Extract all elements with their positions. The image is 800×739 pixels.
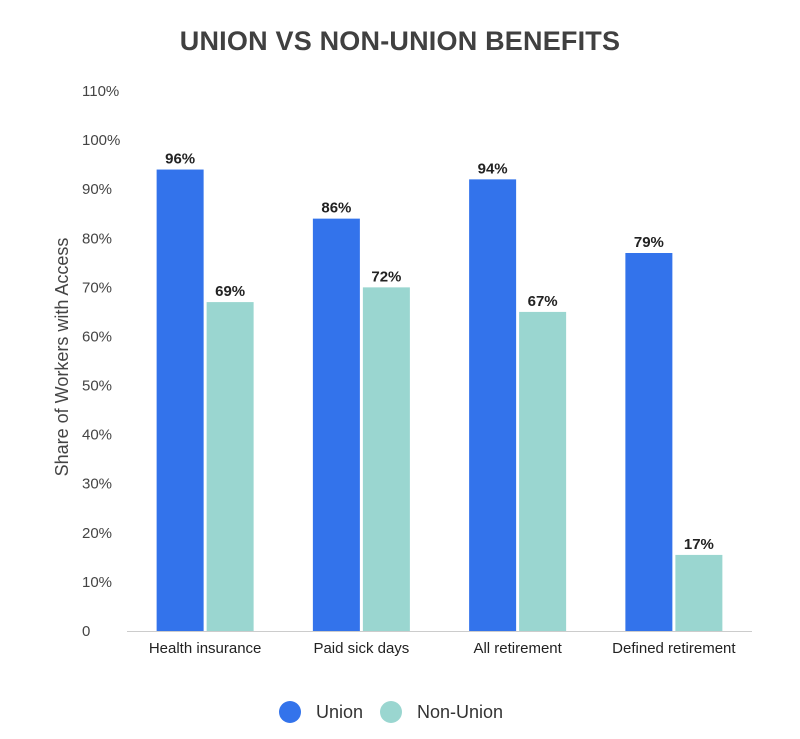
- y-tick-label: 0: [82, 623, 90, 640]
- bar-union: [156, 169, 204, 631]
- data-label: 67%: [528, 293, 558, 310]
- legend-swatch: [279, 701, 301, 723]
- bar-non-union: [675, 554, 723, 631]
- y-axis-ticks: 0 10% 20% 30% 40% 50% 60% 70% 80% 90% 100% 110%: [82, 83, 120, 640]
- x-tick-label: Health insurance: [149, 640, 262, 657]
- legend-label: Union: [316, 702, 363, 722]
- x-tick-label: Defined retirement: [612, 640, 736, 657]
- bar-union: [312, 218, 360, 632]
- bar-non-union: [519, 311, 567, 631]
- y-tick-label: 60%: [82, 328, 112, 345]
- data-label: 72%: [371, 268, 401, 285]
- legend: Union Non-Union: [279, 701, 503, 723]
- y-axis-label: Share of Workers with Access: [52, 238, 72, 477]
- y-tick-label: 100%: [82, 132, 120, 149]
- data-label: 79%: [634, 234, 664, 251]
- y-tick-label: 40%: [82, 427, 112, 444]
- y-tick-label: 30%: [82, 476, 112, 493]
- data-label: 17%: [684, 536, 714, 553]
- legend-swatch: [380, 701, 402, 723]
- y-tick-label: 70%: [82, 279, 112, 296]
- y-tick-label: 50%: [82, 378, 112, 395]
- x-axis-ticks: Health insurance Paid sick days All retire…: [149, 640, 737, 657]
- legend-label: Non-Union: [417, 702, 503, 722]
- x-tick-label: Paid sick days: [313, 640, 409, 657]
- bar-union: [469, 179, 517, 631]
- y-tick-label: 10%: [82, 574, 112, 591]
- data-label: 69%: [215, 283, 245, 300]
- bar-group: [156, 169, 723, 632]
- data-labels: 96% 69% 86% 72% 94% 67% 79% 17%: [165, 151, 714, 553]
- bar-union: [625, 253, 673, 631]
- x-tick-label: All retirement: [473, 640, 562, 657]
- data-label: 86%: [321, 200, 351, 217]
- bar-non-union: [206, 302, 254, 631]
- data-label: 94%: [478, 160, 508, 177]
- y-tick-label: 80%: [82, 230, 112, 247]
- y-tick-label: 110%: [82, 83, 119, 100]
- y-tick-label: 90%: [82, 181, 112, 198]
- y-tick-label: 20%: [82, 525, 112, 542]
- bar-non-union: [362, 287, 410, 631]
- chart-title: UNION VS NON-UNION BENEFITS: [180, 26, 620, 56]
- data-label: 96%: [165, 151, 195, 168]
